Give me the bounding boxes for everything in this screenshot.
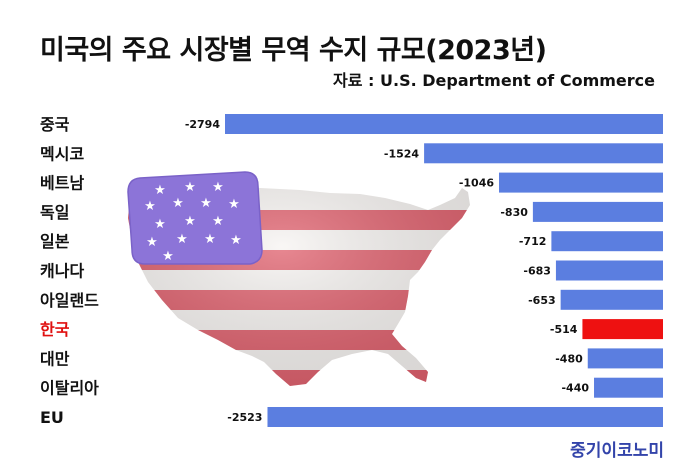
category-label: 아일랜드 [40, 291, 99, 310]
bar [424, 143, 663, 164]
category-label: 중국 [40, 115, 70, 134]
bar [594, 377, 663, 398]
category-label: 한국 [40, 320, 70, 339]
star-icon: ★ [228, 197, 240, 212]
data-label: -683 [523, 265, 551, 278]
data-label: -830 [500, 206, 528, 219]
bar-highlight [582, 319, 663, 340]
category-label: 이탈리아 [40, 379, 99, 398]
star-icon: ★ [144, 199, 156, 214]
category-label: 대만 [40, 349, 70, 368]
category-label: 멕시코 [40, 144, 84, 163]
data-label: -1524 [384, 147, 420, 160]
bar [499, 172, 663, 193]
star-icon: ★ [154, 217, 166, 232]
data-label: -514 [550, 323, 578, 336]
category-label: 독일 [40, 203, 69, 222]
data-label: -653 [528, 294, 556, 307]
bar [225, 114, 663, 134]
data-label: -480 [555, 352, 583, 365]
star-icon: ★ [230, 233, 242, 248]
star-icon: ★ [176, 232, 188, 247]
source-note: 자료 : U.S. Department of Commerce [333, 71, 655, 90]
bar [532, 201, 663, 222]
data-label: -712 [519, 235, 547, 248]
category-label: 베트남 [40, 174, 84, 193]
star-icon: ★ [154, 183, 166, 198]
chart-title: 미국의 주요 시장별 무역 수지 규모(2023년) [40, 35, 547, 66]
star-icon: ★ [184, 180, 196, 195]
star-icon: ★ [184, 214, 196, 229]
bar [560, 289, 663, 310]
bar [267, 407, 663, 427]
us-flag-map-illustration: ★ ★ ★★ ★ ★ ★★ ★ ★★ ★ ★ ★★ [127, 171, 470, 386]
star-icon: ★ [162, 249, 174, 264]
data-label: -2523 [227, 411, 262, 424]
star-icon: ★ [146, 235, 158, 250]
category-label: EU [40, 408, 64, 427]
bar [551, 231, 663, 252]
brand-logo-text: 중기이코노미 [570, 441, 664, 461]
star-icon: ★ [204, 232, 216, 247]
data-label: -440 [561, 382, 589, 395]
star-icon: ★ [212, 180, 224, 195]
category-label: 캐나다 [40, 262, 84, 281]
star-icon: ★ [200, 196, 212, 211]
bar [587, 348, 663, 369]
star-icon: ★ [212, 214, 224, 229]
bar [555, 260, 663, 281]
star-icon: ★ [172, 196, 184, 211]
category-label: 일본 [40, 232, 70, 251]
bar-layer: 중국 -2794 멕시코 -1524 베트남 -1046 독일 -830 일본 -712 캐나다 -6… [40, 114, 663, 427]
data-label: -2794 [185, 118, 221, 131]
data-label: -1046 [459, 177, 495, 190]
